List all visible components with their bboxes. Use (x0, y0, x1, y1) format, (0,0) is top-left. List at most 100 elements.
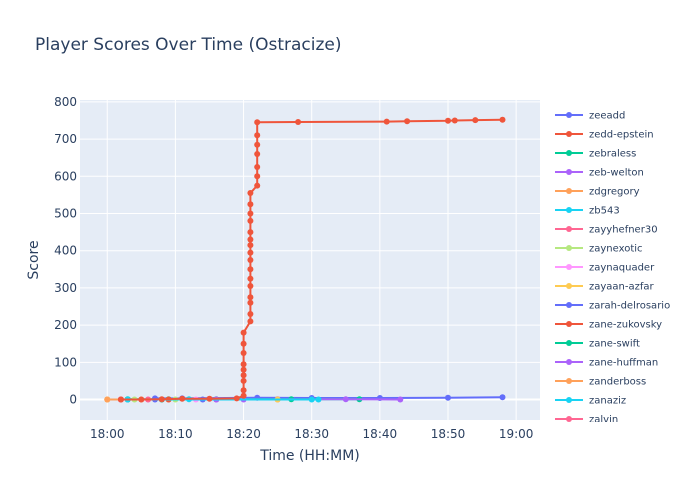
data-point[interactable] (315, 396, 322, 403)
data-point[interactable] (247, 236, 254, 243)
data-point[interactable] (240, 377, 247, 384)
legend-item-zane-swift[interactable]: zane-swift (555, 339, 640, 350)
data-point[interactable] (254, 141, 261, 148)
legend-label: zanaziz (589, 396, 626, 407)
legend-label: zdgregory (589, 187, 640, 198)
data-point[interactable] (240, 372, 247, 379)
data-point[interactable] (247, 242, 254, 249)
legend-label: zaynaquader (589, 263, 655, 274)
legend[interactable]: zeeadd zedd-epstein zebraless zeb-welton zdg… (555, 111, 670, 426)
legend-item-zeeadd[interactable]: zeeadd (555, 111, 625, 122)
data-point[interactable] (499, 394, 506, 401)
legend-label: zeeadd (589, 111, 625, 122)
legend-item-zdgregory[interactable]: zdgregory (555, 187, 640, 198)
legend-item-zaynaquader[interactable]: zaynaquader (555, 263, 655, 274)
legend-marker (566, 359, 572, 365)
data-point[interactable] (247, 299, 254, 306)
legend-item-zarah-delrosario[interactable]: zarah-delrosario (555, 301, 670, 312)
legend-marker (566, 340, 572, 346)
legend-marker (566, 112, 572, 118)
legend-marker (566, 397, 572, 403)
data-point[interactable] (308, 396, 315, 403)
data-point[interactable] (247, 229, 254, 236)
legend-item-zb543[interactable]: zb543 (555, 206, 620, 217)
legend-label: zane-swift (589, 339, 640, 350)
y-tick-label: 800 (54, 95, 77, 109)
data-point[interactable] (240, 387, 247, 394)
data-point[interactable] (342, 396, 349, 403)
data-point[interactable] (240, 392, 247, 399)
legend-marker (566, 378, 572, 384)
legend-item-zedd-epstein[interactable]: zedd-epstein (555, 130, 654, 141)
data-point[interactable] (247, 318, 254, 325)
data-point[interactable] (383, 118, 390, 125)
legend-marker (566, 283, 572, 289)
legend-marker (566, 226, 572, 232)
legend-item-zanderboss[interactable]: zanderboss (555, 377, 646, 388)
data-point[interactable] (254, 151, 261, 157)
data-point[interactable] (247, 257, 254, 263)
data-point[interactable] (445, 394, 451, 401)
data-point[interactable] (254, 119, 261, 126)
data-point[interactable] (472, 117, 479, 124)
data-point[interactable] (247, 283, 254, 289)
x-tick-label: 18:40 (363, 427, 398, 441)
data-point[interactable] (206, 395, 213, 402)
data-point[interactable] (117, 396, 124, 403)
data-point[interactable] (179, 395, 186, 402)
data-point[interactable] (240, 350, 247, 356)
data-point[interactable] (247, 210, 254, 217)
legend-item-zayaan-azfar[interactable]: zayaan-azfar (555, 282, 655, 293)
data-point[interactable] (247, 190, 254, 196)
legend-item-zanaziz[interactable]: zanaziz (555, 396, 626, 407)
data-point[interactable] (247, 266, 254, 273)
legend-item-zeb-welton[interactable]: zeb-welton (555, 168, 644, 179)
data-point[interactable] (247, 249, 254, 256)
legend-label: zaynexotic (589, 244, 643, 255)
data-point[interactable] (247, 201, 254, 208)
data-point[interactable] (404, 118, 411, 125)
data-point[interactable] (104, 396, 111, 403)
data-point[interactable] (247, 311, 254, 317)
legend-marker (566, 207, 572, 213)
data-point[interactable] (247, 294, 254, 301)
legend-item-zane-huffman[interactable]: zane-huffman (555, 358, 658, 369)
x-gridlines (106, 100, 517, 420)
data-point[interactable] (240, 329, 247, 336)
legend-item-zalvin[interactable]: zalvin (555, 415, 618, 426)
data-point[interactable] (240, 366, 247, 373)
data-point[interactable] (295, 119, 302, 125)
data-point[interactable] (254, 173, 261, 180)
legend-marker (566, 188, 572, 194)
data-point[interactable] (247, 275, 254, 282)
legend-marker (566, 245, 572, 251)
y-tick-label: 500 (54, 206, 77, 220)
data-point[interactable] (397, 396, 404, 403)
x-tick-label: 18:00 (90, 427, 125, 441)
legend-item-zane-zukovsky[interactable]: zane-zukovsky (555, 320, 662, 331)
data-point[interactable] (254, 132, 261, 139)
y-tick-label: 600 (54, 169, 77, 183)
data-point[interactable] (247, 217, 254, 224)
legend-item-zaynexotic[interactable]: zaynexotic (555, 244, 643, 255)
series-layer (104, 116, 506, 403)
x-tick-label: 18:50 (431, 427, 466, 441)
data-point[interactable] (240, 361, 247, 368)
data-point[interactable] (451, 117, 458, 124)
data-point[interactable] (233, 395, 240, 402)
data-point[interactable] (254, 182, 261, 189)
data-point[interactable] (254, 164, 261, 170)
data-point[interactable] (158, 396, 165, 403)
legend-item-zayyhefner30[interactable]: zayyhefner30 (555, 225, 658, 236)
x-tick-label: 18:10 (158, 427, 193, 441)
legend-item-zebraless[interactable]: zebraless (555, 149, 636, 160)
y-tick-label: 700 (54, 132, 77, 146)
data-point[interactable] (499, 116, 506, 123)
y-tick-label: 400 (54, 244, 77, 258)
data-point[interactable] (445, 117, 451, 124)
legend-label: zayaan-azfar (589, 282, 655, 293)
data-point[interactable] (138, 396, 145, 403)
x-tick-label: 18:20 (226, 427, 261, 441)
legend-marker (566, 169, 572, 175)
data-point[interactable] (240, 340, 247, 347)
